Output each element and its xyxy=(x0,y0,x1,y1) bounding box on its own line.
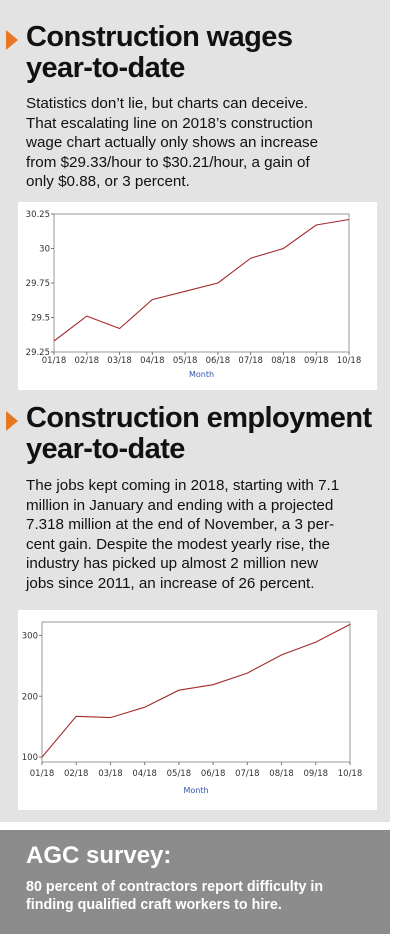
x-tick-label: 05/18 xyxy=(173,356,198,366)
arrow-bullet-icon xyxy=(6,411,18,431)
y-tick-label: 29.75 xyxy=(26,279,50,289)
body-line: The jobs kept coming in 2018, starting w… xyxy=(26,477,340,494)
agc-text-line: 80 percent of contractors report difficu… xyxy=(26,879,324,895)
x-tick-label: 02/18 xyxy=(64,769,89,779)
wages-body: Statistics don’t lie, but charts can dec… xyxy=(26,94,380,192)
body-line: Statistics don’t lie, but charts can dec… xyxy=(26,95,308,112)
wages-chart: 29.25 29.5 29.75 30 30.25 01/18 02/18 03/18 04/1… xyxy=(18,202,377,390)
x-tick-label: 03/18 xyxy=(98,769,123,779)
arrow-bullet-icon xyxy=(6,30,18,50)
wages-headline: Construction wages year-to-date xyxy=(26,22,386,84)
headline-line: year-to-date xyxy=(26,433,185,465)
y-tick-label: 100 xyxy=(22,753,38,763)
series-line xyxy=(41,623,351,758)
agc-survey-box: AGC survey: 80 percent of contractors re… xyxy=(0,830,390,934)
y-tick-label: 300 xyxy=(22,631,38,641)
body-line: jobs since 2011, an increase of 26 perce… xyxy=(26,574,315,592)
x-tick-label: 02/18 xyxy=(75,356,100,366)
x-tick-label: 04/18 xyxy=(132,769,157,779)
infographic-panel: Construction wages year-to-date Statisti… xyxy=(0,0,390,822)
y-tick-label: 200 xyxy=(22,692,38,702)
employment-chart: 100 200 300 01/18 02/18 03/18 04/18 05/18 06/18 0… xyxy=(18,610,377,810)
y-tick-label: 30 xyxy=(39,245,50,255)
x-tick-label: 06/18 xyxy=(206,356,231,366)
x-axis-title: Month xyxy=(189,370,214,379)
x-tick-label: 08/18 xyxy=(271,356,296,366)
x-tick-label: 07/18 xyxy=(235,769,259,779)
body-line: That escalating line on 2018’s construct… xyxy=(26,114,313,132)
agc-text-line: finding qualified craft workers to hire. xyxy=(26,897,282,913)
x-tick-label: 01/18 xyxy=(30,769,55,779)
employment-chart-svg: 100 200 300 01/18 02/18 03/18 04/18 05/18 06/18 0… xyxy=(22,621,363,795)
headline-line: Construction wages xyxy=(26,21,293,53)
plot-area xyxy=(41,621,351,763)
body-line: industry has picked up almost 2 million … xyxy=(26,555,319,572)
x-tick-label: 10/18 xyxy=(337,356,362,366)
body-line: 7.318 million at the end of November, a … xyxy=(26,516,335,533)
x-tick-label: 06/18 xyxy=(201,769,226,779)
agc-text: 80 percent of contractors report difficu… xyxy=(26,878,376,914)
x-tick-label: 07/18 xyxy=(238,356,263,366)
x-tick-label: 04/18 xyxy=(140,356,165,366)
x-axis-title: Month xyxy=(183,786,208,795)
wages-chart-svg: 29.25 29.5 29.75 30 30.25 01/18 02/18 03/18 04/1… xyxy=(26,210,362,379)
y-tick-label: 29.5 xyxy=(31,314,50,324)
series-line xyxy=(53,218,350,342)
x-tick-label: 09/18 xyxy=(304,356,329,366)
agc-title: AGC survey: xyxy=(26,842,172,869)
x-tick-label: 03/18 xyxy=(107,356,132,366)
x-tick-label: 01/18 xyxy=(42,356,67,366)
body-line: cent gain. Despite the modest yearly ris… xyxy=(26,535,330,553)
body-line: wage chart actually only shows an increa… xyxy=(26,134,319,151)
x-tick-label: 09/18 xyxy=(304,769,329,779)
x-tick-label: 08/18 xyxy=(269,769,294,779)
y-tick-label: 30.25 xyxy=(26,210,50,220)
body-line: million in January and ending with a pro… xyxy=(26,496,334,514)
employment-headline: Construction employment year-to-date xyxy=(26,403,386,465)
body-line: only $0.88, or 3 percent. xyxy=(26,173,190,190)
x-tick-label: 10/18 xyxy=(338,769,363,779)
body-line: from $29.33/hour to $30.21/hour, a gain … xyxy=(26,153,310,171)
headline-line: year-to-date xyxy=(26,52,185,84)
employment-body: The jobs kept coming in 2018, starting w… xyxy=(26,476,380,593)
y-tick-label: 29.25 xyxy=(26,348,50,358)
x-tick-label: 05/18 xyxy=(167,769,192,779)
headline-line: Construction employment xyxy=(26,402,372,434)
plot-area xyxy=(53,213,350,353)
